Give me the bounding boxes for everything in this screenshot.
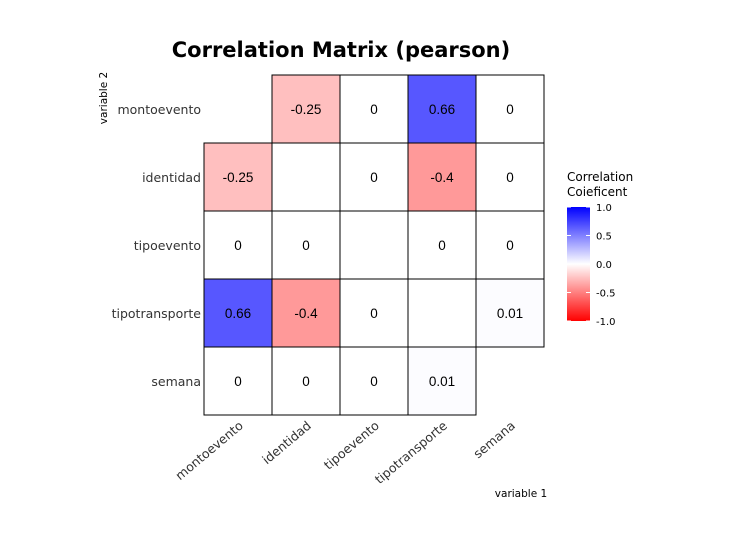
legend-tick-label: 0.0 (596, 260, 612, 271)
cell-value-label: 0 (506, 238, 514, 253)
legend-title-line-2: Coieficent (567, 185, 628, 199)
heatmap-cell (475, 210, 545, 280)
cell-value-label: 0 (370, 306, 378, 321)
heatmap-cell (407, 346, 477, 416)
x-tick-label: tipoevento (321, 418, 382, 473)
legend: Correlation Coieficent 1.0 0.5 0.0 -0.5 -1.0 (567, 170, 633, 328)
legend-tick-label: 1.0 (596, 203, 612, 214)
cell-value-label: 0.01 (497, 306, 523, 321)
y-tick-label: identidad (142, 170, 201, 185)
legend-tick-label: -0.5 (596, 289, 616, 300)
heatmap-cell (339, 278, 409, 348)
heatmap-cell (407, 74, 477, 144)
chart-title: Correlation Matrix (pearson) (172, 38, 510, 62)
x-tick-label: tipotransporte (372, 418, 450, 487)
cell-value-label: -0.4 (294, 306, 318, 321)
heatmap-cell (271, 278, 341, 348)
cell-value-label: 0 (370, 374, 378, 389)
cell-value-label: -0.25 (291, 102, 322, 117)
cell-value-label: -0.4 (430, 170, 454, 185)
cell-value-label: -0.25 (223, 170, 254, 185)
heatmap-cell (339, 74, 409, 144)
heatmap-cell (339, 346, 409, 416)
heatmap-cell (475, 142, 545, 212)
cell-value-label: 0 (370, 102, 378, 117)
y-tick-label: tipoevento (134, 238, 201, 253)
cell-value-labels: -0.25 0 0.66 0 -0.25 0 -0.4 0 0 0 0 0 0.66 -0.4 0 0.01 0… (223, 102, 524, 389)
x-axis-title: variable 1 (495, 488, 547, 500)
cell-value-label: 0.66 (429, 102, 455, 117)
heatmap-cell (271, 74, 341, 144)
legend-ticks: 1.0 0.5 0.0 -0.5 -1.0 (567, 203, 616, 328)
cell-value-label: 0 (506, 102, 514, 117)
legend-tick-label: 0.5 (596, 232, 612, 243)
legend-colorbar (567, 207, 590, 321)
heatmap-cell (203, 346, 273, 416)
legend-title-line-1: Correlation (567, 170, 633, 184)
x-tick-label: identidad (259, 418, 314, 467)
cell-value-label: 0 (438, 238, 446, 253)
cell-value-label: 0 (234, 374, 242, 389)
y-axis-title: variable 2 (98, 72, 110, 124)
x-tick-label: semana (470, 418, 518, 461)
x-axis-ticks: montoevento identidad tipoeventotipotransp… (172, 418, 518, 487)
cell-value-label: 0 (302, 374, 310, 389)
cell-value-label: 0.66 (225, 306, 251, 321)
cell-value-label: 0 (506, 170, 514, 185)
cell-value-label: 0 (234, 238, 242, 253)
x-tick-label: montoevento (172, 418, 246, 483)
heatmap-cell (475, 74, 545, 144)
cell-value-label: 0.01 (429, 374, 455, 389)
y-tick-label: semana (151, 374, 201, 389)
y-axis-ticks: montoevento identidad tipoevento tipotransp… (112, 102, 202, 389)
legend-tick-label: -1.0 (596, 317, 616, 328)
cell-value-label: 0 (370, 170, 378, 185)
heatmap-cells (203, 74, 545, 416)
y-tick-label: tipotransporte (112, 306, 202, 321)
heatmap-cell (475, 278, 545, 348)
heatmap-cell (271, 210, 341, 280)
y-tick-label: montoevento (117, 102, 201, 117)
cell-value-label: 0 (302, 238, 310, 253)
heatmap-cell (339, 142, 409, 212)
heatmap-cell (271, 346, 341, 416)
